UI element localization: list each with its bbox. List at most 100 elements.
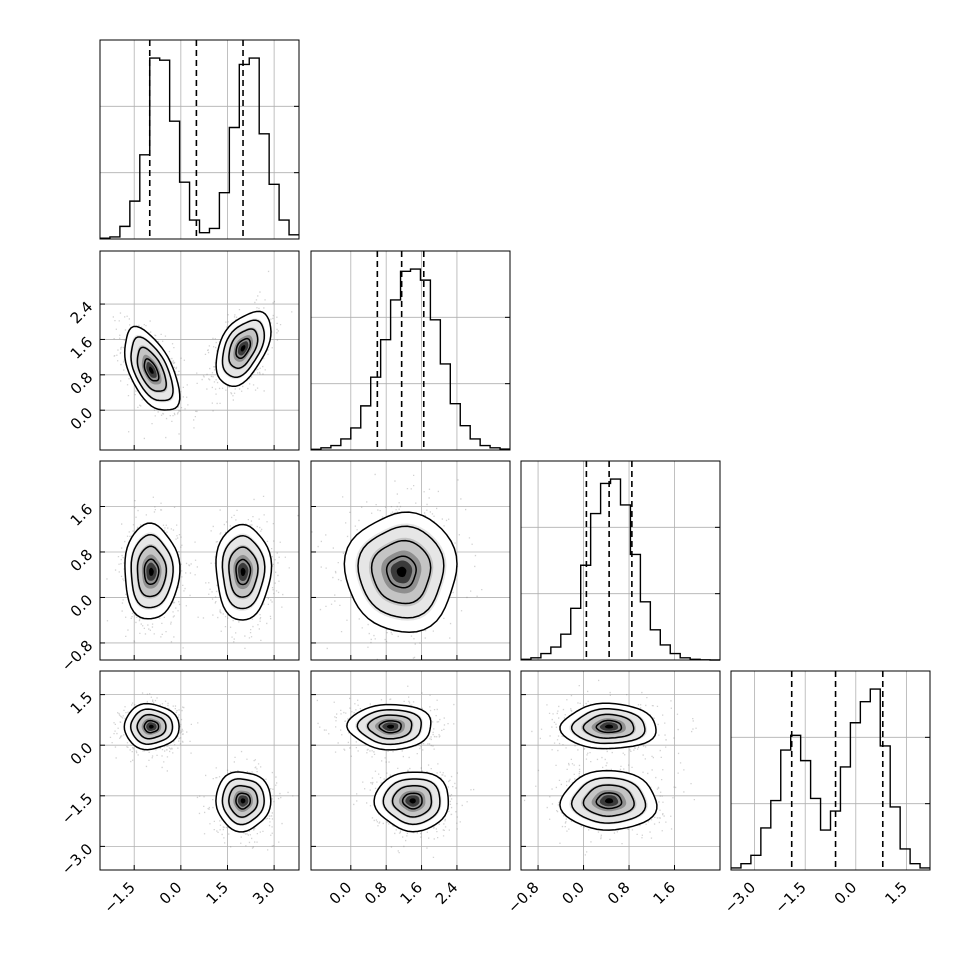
contour-line bbox=[570, 708, 646, 745]
density-fill bbox=[240, 567, 246, 576]
histogram-step bbox=[311, 268, 510, 451]
histogram-panel bbox=[99, 39, 300, 240]
contour-line bbox=[228, 328, 259, 369]
panel-body bbox=[100, 671, 299, 870]
panel-frame bbox=[730, 670, 931, 871]
histogram-step bbox=[521, 478, 720, 661]
x-tick-label: 1.5 bbox=[202, 878, 232, 908]
x-tick-label: 0.0 bbox=[156, 878, 186, 908]
density-fill bbox=[604, 724, 614, 729]
panel-frame bbox=[99, 250, 300, 451]
x-tick-label: 1.5 bbox=[881, 878, 911, 908]
panel-body bbox=[100, 461, 299, 660]
contour-line bbox=[228, 784, 259, 818]
contour-line bbox=[130, 336, 174, 402]
y-tick-label: 0.0 bbox=[67, 404, 97, 434]
contour-line bbox=[215, 771, 272, 833]
scatter-panel bbox=[310, 460, 511, 661]
panel-frame bbox=[99, 460, 300, 661]
contour-line bbox=[221, 319, 266, 379]
y-tick-label: 0.8 bbox=[67, 546, 97, 576]
density-fill bbox=[240, 798, 246, 804]
density-fill bbox=[240, 345, 246, 352]
contour-line bbox=[228, 546, 259, 598]
scatter-points bbox=[109, 692, 294, 851]
contour-line bbox=[130, 533, 174, 609]
panel-frame bbox=[99, 670, 300, 871]
scatter-panel bbox=[99, 460, 300, 661]
contour-line bbox=[235, 337, 252, 360]
panel-frame bbox=[310, 460, 511, 661]
y-tick-label: −3.0 bbox=[58, 840, 96, 878]
x-tick-label: 1.6 bbox=[397, 878, 427, 908]
contour-line bbox=[136, 346, 167, 392]
y-tick-label: 1.5 bbox=[67, 688, 97, 718]
density-fill bbox=[396, 566, 407, 578]
panel-frame bbox=[310, 250, 511, 451]
contour-line bbox=[595, 719, 623, 734]
x-tick-label: 0.0 bbox=[559, 878, 589, 908]
density-fill bbox=[604, 798, 614, 804]
contour-line bbox=[559, 702, 657, 750]
contour-line bbox=[595, 792, 623, 810]
y-tick-label: −1.5 bbox=[58, 789, 96, 827]
contour-line bbox=[391, 785, 433, 818]
histogram-panel bbox=[730, 670, 931, 871]
panel-frame bbox=[310, 670, 511, 871]
contour-line bbox=[136, 713, 167, 740]
contour-line bbox=[143, 558, 160, 585]
contour-line bbox=[143, 358, 160, 382]
x-tick-label: 1.6 bbox=[650, 878, 680, 908]
y-tick-label: 1.6 bbox=[67, 500, 97, 530]
y-tick-label: 0.8 bbox=[67, 368, 97, 398]
contour-line bbox=[136, 545, 168, 598]
contour-line bbox=[235, 558, 252, 586]
contour-line bbox=[235, 792, 252, 810]
x-tick-label: 0.0 bbox=[326, 878, 356, 908]
contour-line bbox=[582, 784, 635, 817]
density-fill bbox=[149, 724, 154, 729]
x-tick-label: −1.5 bbox=[771, 878, 809, 916]
contour-line bbox=[401, 792, 423, 810]
contour-line bbox=[221, 534, 266, 610]
scatter-panel bbox=[99, 250, 300, 451]
scatter-panel bbox=[99, 670, 300, 871]
y-tick-label: 0.0 bbox=[67, 739, 97, 769]
contour-line bbox=[582, 713, 635, 739]
contour-line bbox=[570, 777, 647, 824]
x-tick-label: −0.8 bbox=[504, 878, 542, 916]
x-tick-label: −1.5 bbox=[100, 878, 138, 916]
contour-line bbox=[124, 522, 181, 620]
contour-line bbox=[346, 703, 432, 751]
x-tick-label: 2.4 bbox=[432, 878, 462, 908]
contour-line bbox=[343, 511, 458, 634]
contour-line bbox=[370, 539, 432, 605]
panel-frame bbox=[99, 39, 300, 240]
contour-line bbox=[215, 523, 273, 621]
contour-line bbox=[221, 778, 265, 826]
scatter-panel bbox=[520, 670, 721, 871]
panel-body bbox=[100, 251, 299, 450]
contour-line bbox=[357, 525, 445, 619]
y-tick-label: 1.6 bbox=[67, 333, 97, 363]
y-tick-label: −0.8 bbox=[58, 637, 96, 675]
contour-line bbox=[123, 702, 180, 751]
contour-line bbox=[373, 771, 450, 833]
x-tick-label: 0.8 bbox=[361, 878, 391, 908]
histogram-step bbox=[100, 57, 299, 239]
contour-line bbox=[382, 778, 441, 826]
x-tick-label: −3.0 bbox=[721, 878, 759, 916]
panel-body bbox=[311, 461, 510, 660]
contour-line bbox=[385, 555, 417, 589]
contour-line bbox=[129, 708, 174, 745]
histogram-panel bbox=[520, 460, 721, 661]
panel-body bbox=[521, 671, 720, 870]
x-tick-label: 0.0 bbox=[831, 878, 861, 908]
panel-body bbox=[311, 671, 510, 870]
panel-frame bbox=[520, 460, 721, 661]
density-fill bbox=[409, 798, 416, 804]
x-tick-label: 0.8 bbox=[604, 878, 634, 908]
contour-line bbox=[366, 714, 413, 740]
x-tick-label: 3.0 bbox=[249, 878, 279, 908]
